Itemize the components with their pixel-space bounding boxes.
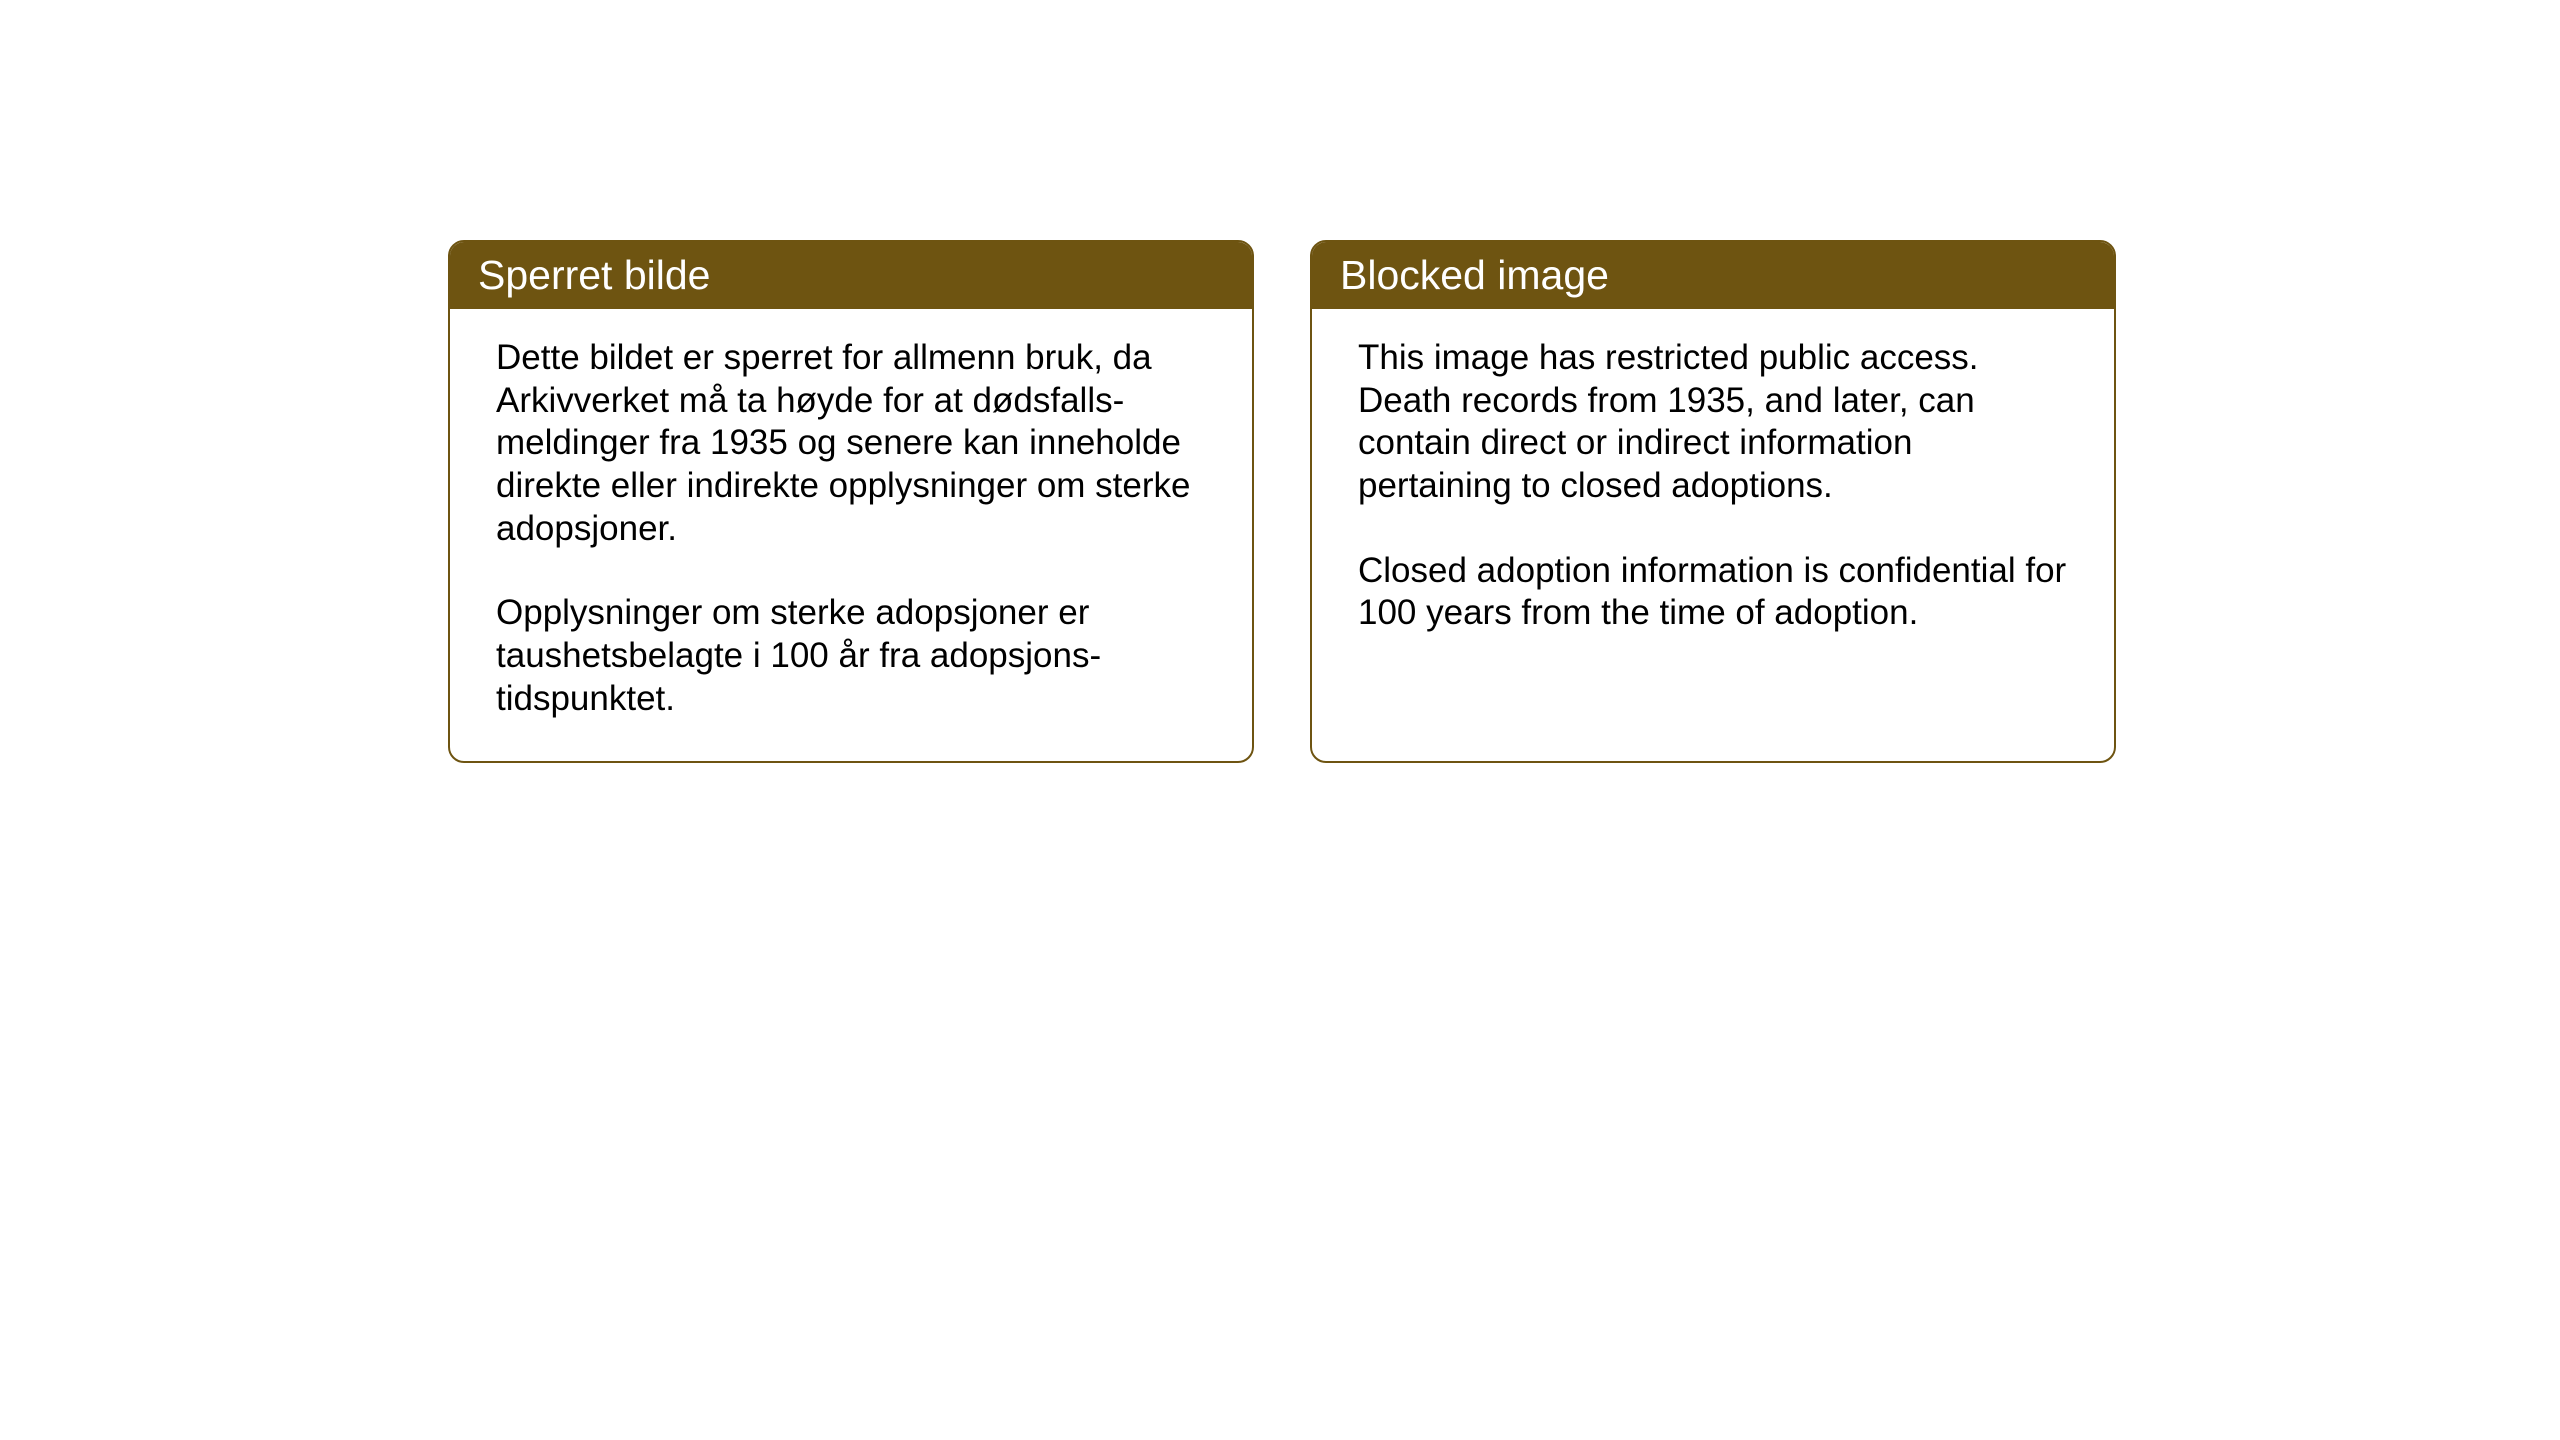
card-english-body: This image has restricted public access.… — [1312, 309, 2114, 675]
card-english: Blocked image This image has restricted … — [1310, 240, 2116, 763]
card-norwegian-body: Dette bildet er sperret for allmenn bruk… — [450, 309, 1252, 761]
cards-container: Sperret bilde Dette bildet er sperret fo… — [448, 240, 2116, 763]
card-english-para1: This image has restricted public access.… — [1358, 337, 2068, 508]
card-norwegian-para2: Opplysninger om sterke adopsjoner er tau… — [496, 592, 1206, 720]
card-norwegian-para1: Dette bildet er sperret for allmenn bruk… — [496, 337, 1206, 550]
card-norwegian: Sperret bilde Dette bildet er sperret fo… — [448, 240, 1254, 763]
card-norwegian-title: Sperret bilde — [478, 252, 710, 298]
card-english-title: Blocked image — [1340, 252, 1609, 298]
card-english-para2: Closed adoption information is confident… — [1358, 550, 2068, 635]
card-norwegian-header: Sperret bilde — [450, 242, 1252, 309]
card-english-header: Blocked image — [1312, 242, 2114, 309]
